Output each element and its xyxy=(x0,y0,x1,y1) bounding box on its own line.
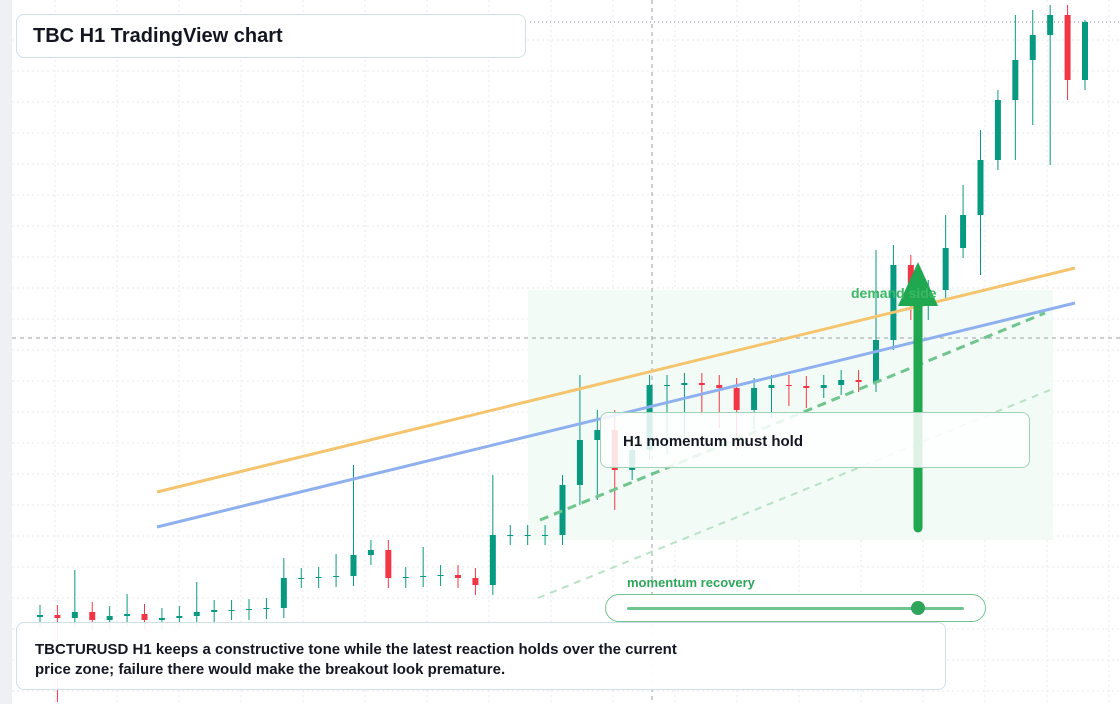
note: TBCTURUSD H1 keeps a constructive tone w… xyxy=(35,641,677,678)
candle-body xyxy=(1064,15,1071,80)
candle-body xyxy=(124,614,131,616)
candle-body xyxy=(1047,15,1054,35)
candle-body xyxy=(298,578,305,579)
candle-body xyxy=(716,385,723,388)
candle-body xyxy=(71,612,78,618)
candle-body xyxy=(350,555,357,576)
slider-knob[interactable] xyxy=(911,601,925,615)
candle-body xyxy=(280,578,287,608)
callout: H1 momentum must hold xyxy=(600,412,1030,468)
candle-body xyxy=(402,577,409,578)
candle-body xyxy=(176,616,183,618)
candle-body xyxy=(960,215,967,248)
candle-body xyxy=(820,385,827,388)
candle-body xyxy=(420,576,427,577)
candle-body xyxy=(559,485,566,535)
candle-body xyxy=(437,575,444,576)
title: TBC H1 TradingView chart xyxy=(33,25,283,47)
candle-body xyxy=(54,615,61,618)
candle-body xyxy=(193,612,200,616)
candle-body xyxy=(873,340,879,382)
candle-body xyxy=(367,550,374,555)
candle-body xyxy=(1082,22,1088,80)
candle-body xyxy=(768,385,775,388)
left-rail xyxy=(0,0,12,704)
candle-body xyxy=(855,380,862,382)
slider[interactable] xyxy=(605,594,986,622)
candle-body xyxy=(524,535,531,536)
candle-body xyxy=(681,383,688,385)
candle-body xyxy=(942,248,949,290)
candle-body xyxy=(1012,60,1019,100)
candle-body xyxy=(333,576,340,577)
candle-body xyxy=(751,388,758,410)
slider-track xyxy=(627,607,964,610)
note-box: TBCTURUSD H1 keeps a constructive tone w… xyxy=(16,622,946,690)
arrow-head xyxy=(898,262,938,306)
candle-body xyxy=(37,615,43,617)
candle-body xyxy=(455,575,461,578)
candle-body xyxy=(211,610,218,612)
candle-body xyxy=(246,609,252,610)
candle-body xyxy=(785,385,792,386)
candle-body xyxy=(977,160,984,215)
zone-label: demand side xyxy=(851,285,937,301)
candle-body xyxy=(315,577,322,578)
slider-label: momentum recovery xyxy=(627,575,755,590)
candle-body xyxy=(838,380,845,385)
candle-body xyxy=(385,550,392,578)
candle-body xyxy=(890,265,897,340)
candle-body xyxy=(1029,35,1036,60)
title-box: TBC H1 TradingView chart xyxy=(16,14,526,58)
candle-body xyxy=(733,388,740,410)
candle-body xyxy=(664,385,670,386)
candle-body xyxy=(542,535,549,536)
candle-body xyxy=(803,386,810,388)
candle-body xyxy=(994,100,1001,160)
candle-body xyxy=(106,616,113,620)
callout-text: H1 momentum must hold xyxy=(623,433,804,450)
candle-body xyxy=(472,578,479,585)
candle-body xyxy=(698,383,705,385)
candle-body xyxy=(158,618,165,620)
candle-body xyxy=(594,430,601,440)
candle-body xyxy=(576,440,583,485)
candle-body xyxy=(507,535,514,536)
candle-body xyxy=(263,608,270,609)
candle-body xyxy=(141,614,148,620)
candle-body xyxy=(489,535,496,585)
candle-body xyxy=(89,612,96,620)
candle-body xyxy=(228,610,235,611)
